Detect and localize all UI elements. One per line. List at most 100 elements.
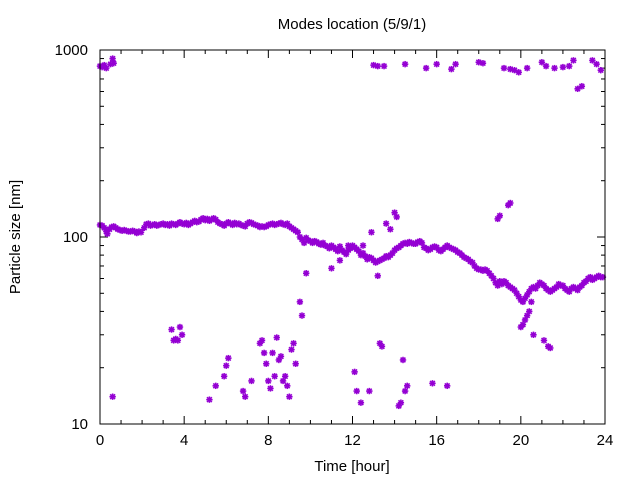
data-point <box>452 60 459 68</box>
data-point <box>277 353 285 360</box>
data-point <box>559 63 567 71</box>
data-point <box>317 240 325 247</box>
data-point <box>551 64 558 72</box>
data-point <box>292 360 299 367</box>
data-point <box>540 337 548 344</box>
x-axis-label: Time [hour] <box>314 458 389 475</box>
data-point <box>109 55 116 62</box>
x-tick-label: 8 <box>264 432 272 449</box>
data-point <box>374 272 381 280</box>
data-point <box>248 377 255 385</box>
data-point <box>206 396 213 403</box>
data-points-layer <box>96 55 607 410</box>
data-point <box>542 62 550 70</box>
data-point <box>271 373 278 380</box>
data-point <box>176 323 184 331</box>
y-tick-label: 10 <box>71 416 88 433</box>
data-point <box>273 334 280 341</box>
data-point <box>174 337 182 344</box>
data-point <box>404 382 411 390</box>
x-tick-label: 16 <box>428 432 445 449</box>
data-point <box>599 273 607 281</box>
data-point <box>401 60 409 68</box>
data-point <box>137 229 145 236</box>
chart-title: Modes location (5/9/1) <box>278 16 426 33</box>
data-point <box>359 242 367 249</box>
data-point <box>443 382 451 390</box>
data-point <box>366 387 373 395</box>
data-point <box>382 220 390 227</box>
data-point <box>351 368 358 376</box>
x-tick-label: 12 <box>344 432 361 449</box>
data-point <box>265 377 272 385</box>
data-point <box>212 382 219 390</box>
data-point <box>374 62 381 70</box>
data-point <box>225 354 232 362</box>
data-point <box>528 298 535 306</box>
data-point <box>507 199 514 207</box>
data-point <box>260 349 268 357</box>
data-point <box>378 343 386 350</box>
data-point <box>597 66 604 74</box>
data-point <box>256 340 264 347</box>
data-point <box>328 265 335 272</box>
data-point <box>368 229 375 236</box>
data-point <box>220 373 228 380</box>
data-point <box>496 212 503 219</box>
data-point <box>593 60 600 68</box>
data-point <box>566 62 573 70</box>
x-tick-label: 24 <box>597 432 614 449</box>
data-point <box>267 385 274 392</box>
data-point <box>397 399 405 406</box>
data-point <box>288 346 295 353</box>
data-point <box>345 242 352 249</box>
data-point <box>387 226 394 233</box>
plot-frame <box>99 49 606 425</box>
data-point <box>538 59 546 66</box>
data-point <box>103 64 110 72</box>
data-point <box>401 387 409 395</box>
data-point <box>574 85 581 93</box>
data-point <box>269 349 276 357</box>
data-point <box>578 83 586 90</box>
tick-layer: 0 4 8 12 16 20 24 10 100 1000 <box>55 42 614 449</box>
x-tick-label: 4 <box>180 432 188 449</box>
data-point <box>448 65 455 73</box>
data-point <box>178 331 186 338</box>
data-point <box>500 64 508 72</box>
data-point <box>523 64 531 72</box>
data-point <box>433 60 440 68</box>
data-point <box>109 393 116 400</box>
data-point <box>281 373 289 380</box>
data-point <box>589 57 596 64</box>
y-tick-label: 100 <box>63 229 88 246</box>
x-tick-label: 0 <box>96 432 104 449</box>
data-point <box>311 237 318 245</box>
data-point <box>286 393 293 400</box>
data-point <box>140 224 148 231</box>
data-point <box>530 331 537 338</box>
data-point <box>547 344 554 352</box>
y-tick-label: 1000 <box>55 42 88 59</box>
data-point <box>515 69 522 76</box>
data-point <box>223 362 230 369</box>
data-point <box>479 59 487 67</box>
data-point <box>263 360 270 367</box>
data-point <box>422 64 430 72</box>
data-point <box>357 399 365 406</box>
data-point <box>429 380 436 387</box>
data-point <box>239 387 247 395</box>
data-point <box>526 308 533 315</box>
data-point <box>303 270 310 277</box>
data-point <box>570 57 577 64</box>
x-tick-label: 20 <box>512 432 529 449</box>
data-point <box>110 59 117 67</box>
data-point <box>353 387 360 395</box>
y-axis-label: Particle size [nm] <box>7 180 24 294</box>
data-point <box>258 337 266 344</box>
data-point <box>296 298 304 306</box>
data-point <box>241 393 249 400</box>
